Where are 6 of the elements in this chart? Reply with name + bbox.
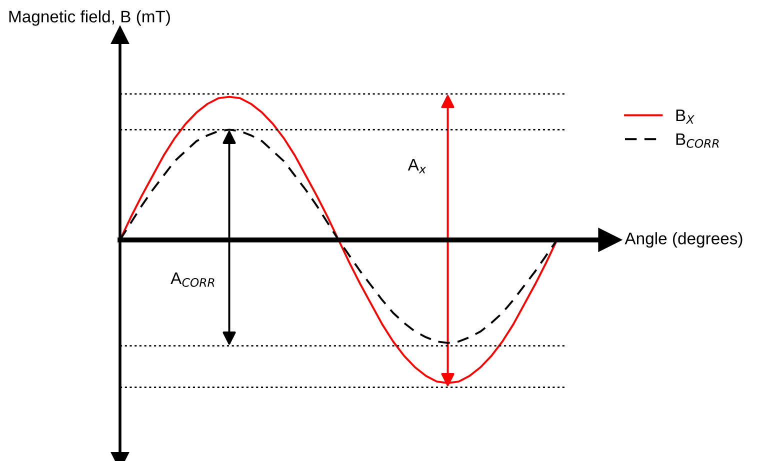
annotation: A$_{x}$ <box>408 159 426 174</box>
legend-label: B$_{X}$ <box>676 110 694 124</box>
legend-label: B$_{CORR}$ <box>676 133 719 148</box>
y-axis-title: Magnetic field, B (mT) <box>9 10 170 26</box>
annotation: A$_{CORR}$ <box>170 272 214 287</box>
x-axis-title: Angle (degrees) <box>624 232 742 248</box>
